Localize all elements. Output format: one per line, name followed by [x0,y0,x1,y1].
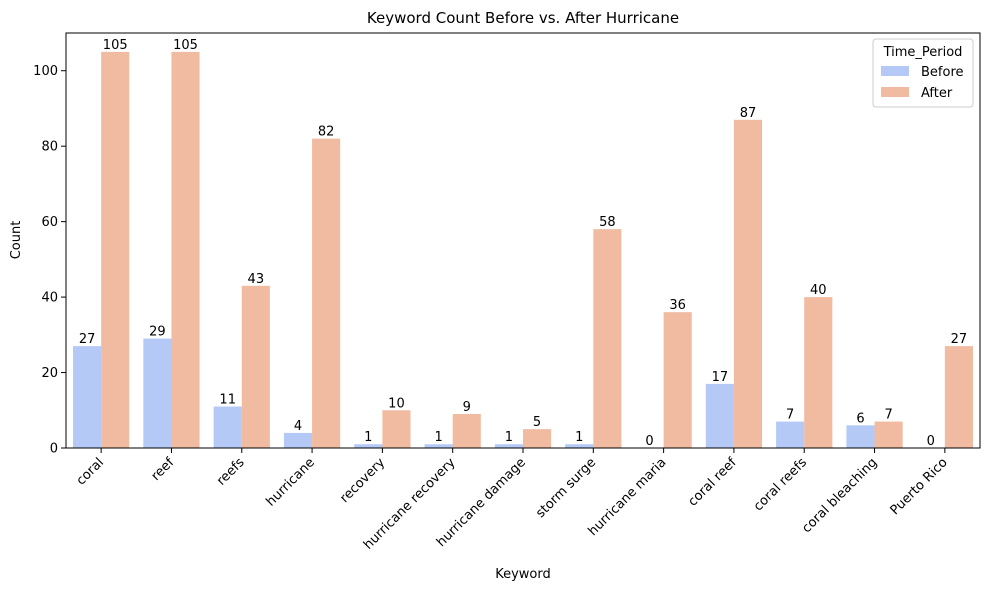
data-label-before-hurricane-damage: 1 [505,430,513,445]
data-label-before-recovery: 1 [364,430,372,445]
x-tick-label-reefs: reefs [214,455,248,489]
x-tick-label-storm-surge: storm surge [533,455,599,521]
x-tick-label-coral-reef: coral reef [685,455,740,510]
y-tick-label: 0 [50,442,58,457]
data-label-before-storm-surge: 1 [575,430,583,445]
bar-before-coral-reefs [776,421,805,448]
data-label-after-coral-bleaching: 7 [884,408,892,423]
data-label-before-hurricane-maria: 0 [645,434,653,449]
bar-after-coral-bleaching [874,421,903,448]
data-label-after-reef: 105 [173,38,198,53]
data-label-after-coral-reef: 87 [740,106,757,121]
x-axis: coral reef reefs hurricane recovery hurricane… [74,448,951,553]
data-label-before-coral-bleaching: 6 [856,411,864,426]
bar-before-hurricane-damage [494,444,523,448]
legend: Time_Period Before After [872,38,974,108]
bar-before-hurricane [283,432,313,448]
x-axis-label: Keyword [495,567,551,582]
data-label-after-coral: 105 [103,38,128,53]
x-tick-label-puerto-rico: Puerto Rico [888,455,951,518]
data-label-after-reefs: 43 [248,272,265,287]
bar-before-coral-reef [705,383,734,448]
data-label-after-hurricane-damage: 5 [533,415,541,430]
x-tick-label-hurricane-maria: hurricane maria [586,455,670,539]
bar-after-reefs [241,285,270,448]
x-tick-label-hurricane: hurricane [264,455,318,509]
data-label-after-puerto-rico: 27 [951,332,968,347]
legend-swatch-before [881,66,909,76]
bar-after-storm-surge [593,229,622,448]
data-label-before-reefs: 11 [219,393,236,408]
bar-after-recovery [382,410,411,448]
bar-after-coral [101,51,130,448]
bar-after-reef [171,51,200,448]
y-tick-label: 60 [41,215,58,230]
legend-swatch-after [881,87,909,97]
data-label-after-hurricane-recovery: 9 [463,400,471,415]
x-tick-label-coral: coral [74,455,107,488]
x-tick-label-reef: reef [149,455,178,484]
legend-title: Time_Period [883,45,963,60]
data-label-after-storm-surge: 58 [599,215,616,230]
bar-after-hurricane-maria [663,312,692,448]
chart-title: Keyword Count Before vs. After Hurricane [367,9,679,27]
legend-label-before: Before [921,65,964,80]
data-label-after-recovery: 10 [388,396,405,411]
data-label-after-hurricane: 82 [318,125,335,140]
bar-before-recovery [354,444,383,448]
bar-before-hurricane-recovery [424,444,453,448]
bar-before-reefs [213,406,242,448]
legend-label-after: After [921,86,953,101]
x-tick-label-coral-bleaching: coral bleaching [799,455,880,536]
y-tick-label: 20 [41,366,58,381]
bar-before-coral [73,346,102,448]
bar-before-storm-surge [565,444,594,448]
data-label-before-hurricane-recovery: 1 [434,430,442,445]
bar-after-hurricane [312,138,341,449]
bar-after-coral-reefs [804,297,833,448]
data-label-after-hurricane-maria: 36 [669,298,686,313]
bar-after-hurricane-recovery [452,414,481,448]
bar-before-coral-bleaching [846,425,875,448]
bar-after-puerto-rico [944,346,973,448]
y-tick-label: 80 [41,140,58,155]
x-tick-label-coral-reefs: coral reefs [751,455,810,514]
data-label-after-coral-reefs: 40 [810,283,827,298]
data-label-before-coral: 27 [79,332,96,347]
y-tick-label: 40 [41,291,58,306]
x-tick-label-recovery: recovery [337,455,388,506]
bar-after-coral-reef [733,119,763,448]
bar-before-reef [143,338,172,448]
y-tick-label: 100 [33,64,58,79]
data-label-before-hurricane: 4 [294,419,302,434]
bar-after-hurricane-damage [523,429,552,448]
plot-frame [65,32,981,449]
data-label-before-reef: 29 [149,325,166,340]
y-axis-label: Count [9,221,24,260]
data-label-before-coral-reef: 17 [712,370,729,385]
bars-group [73,51,973,449]
data-label-before-coral-reefs: 7 [786,408,794,423]
y-axis: 0 20 40 60 80 100 [33,64,66,457]
data-label-before-puerto-rico: 0 [927,434,935,449]
